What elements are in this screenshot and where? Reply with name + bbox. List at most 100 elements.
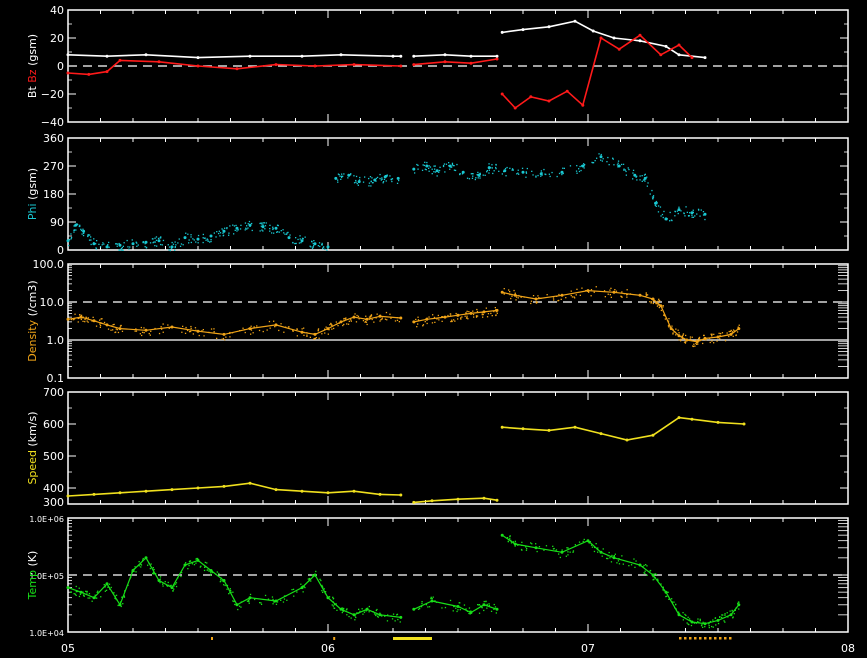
data-point-density — [273, 320, 275, 322]
data-point-temp — [121, 596, 123, 598]
series-line-bt — [502, 20, 706, 59]
data-point-temp — [153, 573, 155, 575]
data-point-phi — [277, 224, 279, 227]
data-point-phi — [613, 164, 615, 166]
data-point-temp — [342, 610, 344, 612]
data-point-phi — [579, 165, 581, 168]
data-point-temp — [285, 595, 287, 597]
data-point-density — [114, 331, 116, 334]
data-point-phi — [145, 247, 148, 249]
data-point-density — [626, 289, 628, 291]
data-point-density — [250, 333, 252, 335]
data-point-phi — [677, 212, 679, 215]
data-point-temp — [336, 609, 338, 611]
data-point-phi — [235, 224, 237, 227]
data-point-temp — [228, 593, 230, 595]
data-point-temp — [663, 590, 665, 592]
data-point-density — [729, 330, 732, 332]
data-point-phi — [704, 218, 706, 221]
data-point-density — [447, 314, 449, 317]
data-point-phi — [246, 228, 248, 230]
data-point-density — [658, 304, 661, 306]
data-point-density — [689, 336, 692, 338]
data-point-temp — [708, 626, 710, 629]
data-point-density — [649, 301, 651, 303]
data-point-phi — [684, 215, 686, 217]
data-point-density — [540, 297, 542, 299]
data-point-speed — [326, 491, 330, 495]
data-point-phi — [670, 219, 673, 221]
data-point-temp — [677, 611, 680, 613]
data-point-phi — [209, 241, 211, 243]
data-point-density — [426, 322, 428, 325]
data-point-density — [481, 314, 483, 316]
data-point-temp — [372, 611, 374, 613]
data-point-phi — [691, 216, 693, 218]
data-point-phi — [118, 242, 120, 245]
data-point-phi — [694, 215, 696, 217]
data-point-density — [695, 340, 698, 342]
data-point-phi — [678, 206, 680, 208]
data-point-temp — [276, 601, 279, 603]
data-point-temp — [506, 537, 509, 539]
data-point-phi — [583, 165, 585, 167]
data-point-temp — [152, 567, 154, 569]
data-point-density — [269, 327, 271, 329]
data-point-density — [692, 345, 694, 347]
data-point-temp — [210, 574, 212, 576]
data-point-density — [117, 331, 120, 334]
data-point-density — [724, 340, 727, 342]
data-point-temp — [381, 615, 383, 617]
data-point-density — [517, 297, 519, 299]
data-point-temp — [545, 545, 548, 547]
data-point-density — [318, 337, 320, 339]
data-point-density — [626, 293, 628, 296]
data-point-density — [437, 314, 439, 317]
data-point-density — [728, 330, 730, 333]
data-point-density — [213, 331, 215, 333]
data-point-phi — [276, 231, 279, 233]
data-point-temp — [700, 625, 703, 627]
data-point-density — [384, 318, 387, 320]
data-point-temp — [240, 601, 242, 603]
data-point-density — [482, 310, 486, 314]
data-point-density — [107, 328, 110, 330]
data-point-density — [476, 315, 479, 317]
data-point-phi — [207, 240, 209, 242]
data-point-temp — [617, 560, 620, 562]
data-point-density — [248, 327, 252, 331]
data-point-bz — [677, 43, 681, 47]
data-point-phi — [337, 181, 339, 183]
data-point-temp — [665, 595, 667, 598]
data-point-phi — [635, 176, 637, 178]
data-point-density — [72, 319, 75, 321]
data-point-bz — [412, 63, 416, 67]
data-point-density — [610, 287, 612, 289]
data-point-temp — [391, 618, 394, 620]
y-tick-label: 300 — [43, 496, 64, 509]
data-point-phi — [477, 177, 479, 179]
data-point-temp — [732, 616, 734, 618]
data-point-density — [534, 297, 538, 301]
data-point-density — [229, 336, 231, 338]
data-point-temp — [280, 599, 282, 601]
data-point-phi — [592, 162, 594, 164]
data-point-temp — [159, 576, 162, 578]
data-point-temp — [468, 610, 471, 613]
data-point-phi — [118, 243, 122, 247]
data-point-density — [486, 316, 489, 318]
data-point-density — [303, 327, 305, 329]
data-point-temp — [113, 592, 115, 594]
data-point-density — [450, 313, 452, 315]
data-point-density — [574, 297, 576, 299]
data-point-temp — [649, 570, 651, 572]
data-point-temp — [271, 596, 274, 598]
data-point-density — [369, 318, 371, 320]
data-point-phi — [218, 232, 220, 235]
data-point-density — [213, 328, 215, 330]
data-point-temp — [230, 591, 232, 593]
data-point-density — [158, 332, 161, 335]
data-point-phi — [535, 175, 537, 177]
data-point-density — [441, 316, 444, 318]
data-point-phi — [449, 168, 451, 170]
